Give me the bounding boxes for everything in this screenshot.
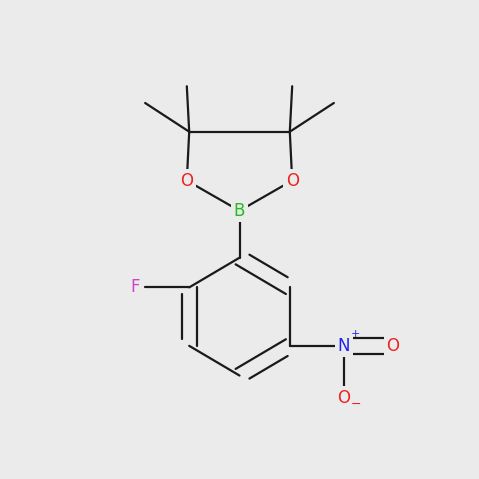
Text: O: O [285, 171, 299, 190]
Text: +: + [351, 329, 361, 339]
Text: N: N [338, 337, 350, 355]
Text: O: O [337, 388, 351, 407]
Text: F: F [130, 278, 140, 297]
Text: −: − [351, 398, 361, 411]
Text: O: O [180, 171, 194, 190]
Text: B: B [234, 202, 245, 220]
Text: O: O [386, 337, 399, 355]
